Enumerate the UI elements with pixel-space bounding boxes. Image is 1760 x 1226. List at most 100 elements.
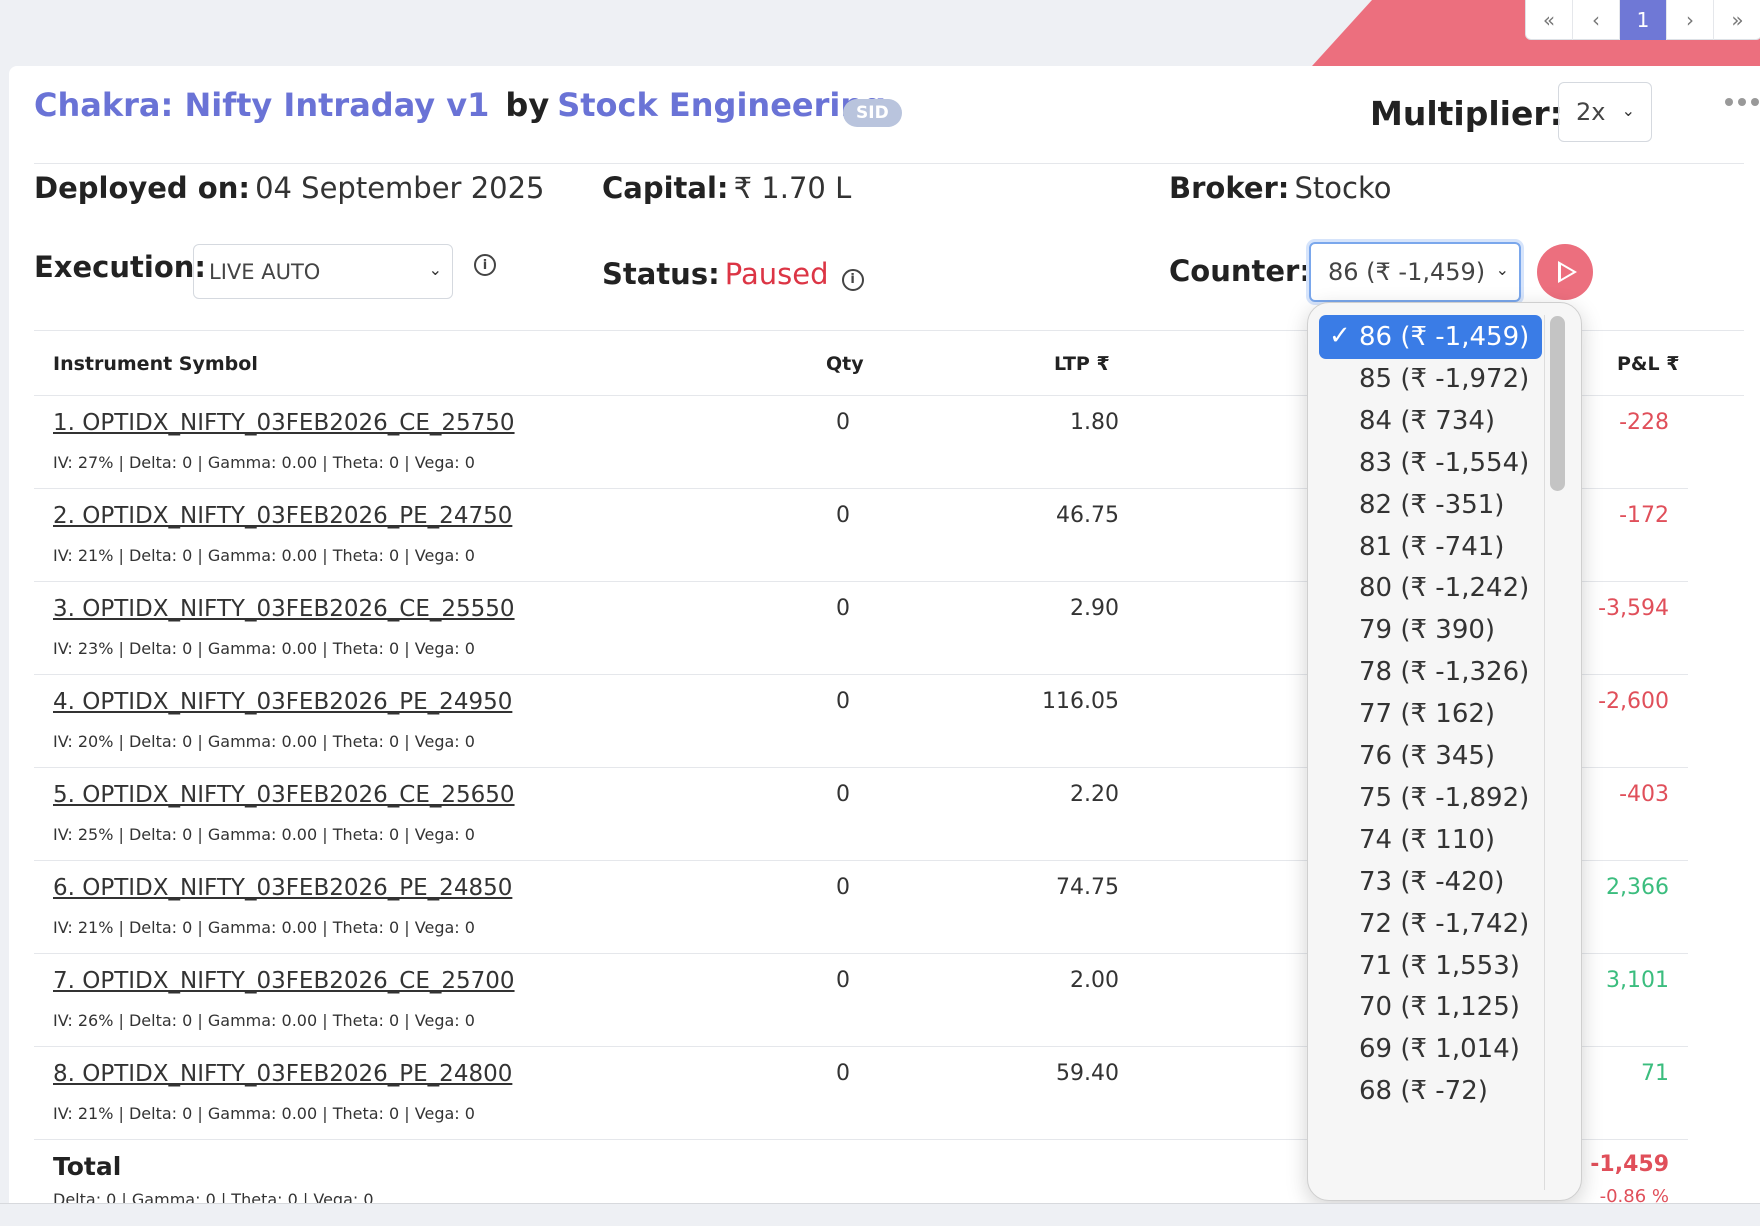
counter-option[interactable]: 79 (₹ 390) (1319, 608, 1542, 652)
info-icon[interactable]: i (841, 268, 864, 291)
deployed-value: 04 September 2025 (255, 171, 545, 205)
instrument-greeks: IV: 21% | Delta: 0 | Gamma: 0.00 | Theta… (53, 918, 475, 937)
instrument-symbol-link[interactable]: 6. OPTIDX_NIFTY_03FEB2026_PE_24850 (53, 875, 513, 901)
pnl-cell: -228 (1619, 410, 1669, 435)
counter-option[interactable]: 68 (₹ -72) (1319, 1069, 1542, 1113)
multiplier-value: 2x (1576, 98, 1606, 126)
multiplier-select[interactable]: 2x ⌄ (1558, 82, 1652, 142)
execution-value: LIVE AUTO (209, 259, 321, 284)
deployed-label: Deployed on: (34, 171, 250, 205)
instrument-greeks: IV: 25% | Delta: 0 | Gamma: 0.00 | Theta… (53, 825, 475, 844)
check-icon: ✓ (1329, 321, 1351, 351)
dropdown-scrollbar[interactable] (1550, 316, 1565, 491)
counter-option-label: 73 (₹ -420) (1359, 866, 1505, 897)
execution-info: Execution: (34, 250, 206, 284)
counter-option-label: 70 (₹ 1,125) (1359, 992, 1520, 1023)
counter-option[interactable]: 82 (₹ -351) (1319, 483, 1542, 527)
header-qty: Qty (826, 353, 864, 375)
instrument-symbol-link[interactable]: 8. OPTIDX_NIFTY_03FEB2026_PE_24800 (53, 1061, 513, 1087)
counter-option[interactable]: 83 (₹ -1,554) (1319, 441, 1542, 485)
chevron-down-icon: ⌄ (1621, 101, 1635, 120)
counter-label: Counter: (1169, 254, 1311, 288)
counter-option[interactable]: 84 (₹ 734) (1319, 399, 1542, 443)
page-1-button[interactable]: 1 (1620, 0, 1667, 40)
table-body: 1. OPTIDX_NIFTY_03FEB2026_CE_25750 IV: 27… (34, 396, 1744, 1140)
instrument-symbol-link[interactable]: 4. OPTIDX_NIFTY_03FEB2026_PE_24950 (53, 689, 513, 715)
instrument-symbol-link[interactable]: 3. OPTIDX_NIFTY_03FEB2026_CE_25550 (53, 596, 515, 622)
execution-select[interactable]: LIVE AUTO ⌄ (193, 244, 453, 299)
counter-info: Counter: (1169, 254, 1311, 288)
play-icon (1558, 261, 1577, 283)
instrument-symbol-link[interactable]: 2. OPTIDX_NIFTY_03FEB2026_PE_24750 (53, 503, 513, 529)
pnl-cell: -2,600 (1598, 689, 1669, 714)
counter-option-label: 74 (₹ 110) (1359, 824, 1496, 855)
counter-option[interactable]: 80 (₹ -1,242) (1319, 566, 1542, 610)
total-label: Total (53, 1152, 122, 1181)
ltp-cell: 2.90 (1070, 596, 1119, 621)
qty-cell: 0 (836, 875, 850, 900)
ltp-cell: 116.05 (1042, 689, 1119, 714)
dropdown-scroll-track (1544, 315, 1545, 1190)
info-icon[interactable]: i (474, 254, 496, 276)
qty-cell: 0 (836, 968, 850, 993)
counter-option[interactable]: 71 (₹ 1,553) (1319, 944, 1542, 988)
instrument-symbol-link[interactable]: 1. OPTIDX_NIFTY_03FEB2026_CE_25750 (53, 410, 515, 436)
status-label: Status: (602, 257, 720, 291)
pnl-cell: 71 (1641, 1061, 1669, 1086)
prev-page-button[interactable]: ‹ (1573, 0, 1620, 40)
counter-option-label: 84 (₹ 734) (1359, 405, 1496, 436)
ltp-cell: 74.75 (1056, 875, 1119, 900)
counter-option[interactable]: 70 (₹ 1,125) (1319, 985, 1542, 1029)
counter-option[interactable]: 76 (₹ 345) (1319, 734, 1542, 778)
counter-option[interactable]: 73 (₹ -420) (1319, 860, 1542, 904)
execution-info-icon-wrap: i (466, 254, 496, 276)
status-info: Status: Paused i (602, 257, 864, 291)
pnl-cell: 2,366 (1606, 875, 1669, 900)
counter-option[interactable]: ✓ 86 (₹ -1,459) (1319, 315, 1542, 359)
instrument-greeks: IV: 20% | Delta: 0 | Gamma: 0.00 | Theta… (53, 732, 475, 751)
strategy-title: Chakra: Nifty Intraday v1 by Stock Enginee… (34, 86, 886, 124)
table-row: 3. OPTIDX_NIFTY_03FEB2026_CE_25550 IV: 23… (34, 582, 1688, 675)
sid-badge: SID (843, 99, 902, 127)
pnl-cell: -3,594 (1598, 596, 1669, 621)
instrument-greeks: IV: 23% | Delta: 0 | Gamma: 0.00 | Theta… (53, 639, 475, 658)
first-page-button[interactable]: « (1526, 0, 1573, 40)
counter-option-label: 76 (₹ 345) (1359, 741, 1496, 771)
counter-option-label: 75 (₹ -1,892) (1359, 782, 1530, 813)
strategy-name-link[interactable]: Chakra: Nifty Intraday v1 (34, 86, 490, 124)
author-link[interactable]: Stock Engineering (557, 86, 887, 124)
table-row: 1. OPTIDX_NIFTY_03FEB2026_CE_25750 IV: 27… (34, 396, 1688, 489)
ltp-cell: 2.20 (1070, 782, 1119, 807)
broker-info: Broker: Stocko (1169, 171, 1391, 205)
counter-dropdown-list: ✓ 86 (₹ -1,459) 85 (₹ -1,972) 84 (₹ 734) 83 … (1307, 302, 1582, 1201)
deployed-info: Deployed on: 04 September 2025 (34, 171, 545, 205)
instrument-symbol-link[interactable]: 7. OPTIDX_NIFTY_03FEB2026_CE_25700 (53, 968, 515, 994)
counter-option[interactable]: 74 (₹ 110) (1319, 818, 1542, 862)
counter-option[interactable]: 69 (₹ 1,014) (1319, 1027, 1542, 1071)
counter-value: 86 (₹ -1,459) (1328, 258, 1486, 286)
last-page-button[interactable]: » (1731, 8, 1744, 32)
counter-option-label: 69 (₹ 1,014) (1359, 1034, 1520, 1065)
counter-option[interactable]: 85 (₹ -1,972) (1319, 357, 1542, 401)
header-ltp: LTP ₹ (1054, 353, 1110, 375)
counter-option[interactable]: 81 (₹ -741) (1319, 525, 1542, 569)
pagination: « ‹ 1 › » (1525, 0, 1760, 40)
instrument-symbol-link[interactable]: 5. OPTIDX_NIFTY_03FEB2026_CE_25650 (53, 782, 515, 808)
play-button[interactable] (1537, 244, 1593, 300)
counter-select[interactable]: 86 (₹ -1,459) ⌄ (1309, 242, 1521, 302)
counter-option-label: 86 (₹ -1,459) (1359, 322, 1530, 352)
ltp-cell: 46.75 (1056, 503, 1119, 528)
total-pnl-pct: -0.86 % (1599, 1186, 1669, 1207)
counter-option[interactable]: 72 (₹ -1,742) (1319, 902, 1542, 946)
qty-cell: 0 (836, 782, 850, 807)
counter-option-label: 83 (₹ -1,554) (1359, 447, 1530, 478)
counter-option[interactable]: 78 (₹ -1,326) (1319, 650, 1542, 694)
counter-option-label: 72 (₹ -1,742) (1359, 908, 1530, 939)
more-options-icon[interactable] (1725, 98, 1759, 106)
pnl-cell: 3,101 (1606, 968, 1669, 993)
table-row: 6. OPTIDX_NIFTY_03FEB2026_PE_24850 IV: 21… (34, 861, 1688, 954)
counter-option[interactable]: 77 (₹ 162) (1319, 692, 1542, 736)
next-page-button[interactable]: › (1667, 0, 1714, 40)
counter-option[interactable]: 75 (₹ -1,892) (1319, 776, 1542, 820)
ltp-cell: 1.80 (1070, 410, 1119, 435)
